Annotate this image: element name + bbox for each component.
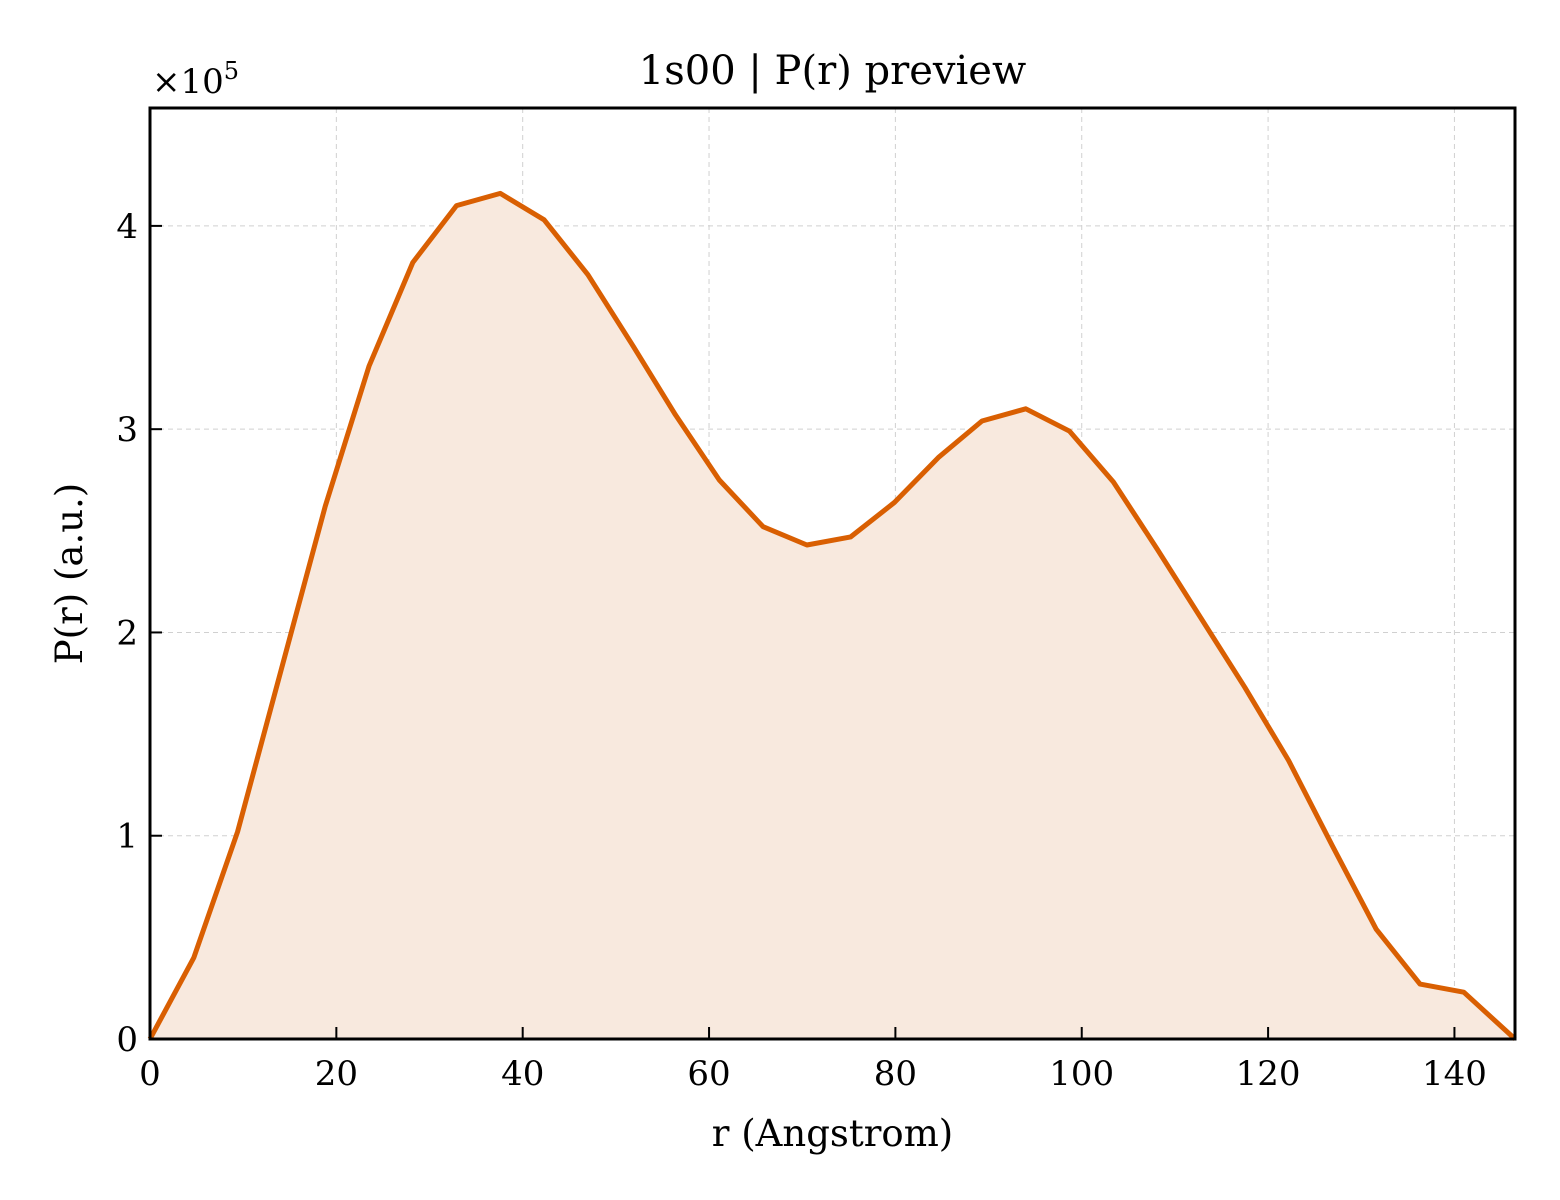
series-area-fill <box>150 193 1515 1039</box>
y-scale-exponent: 5 <box>224 57 239 85</box>
y-axis-label: P(r) (a.u.) <box>48 483 91 665</box>
x-tick-label: 60 <box>687 1054 730 1094</box>
y-tick-label: 2 <box>116 613 138 653</box>
x-tick-label: 0 <box>139 1054 161 1094</box>
y-tick-label: 1 <box>116 817 138 857</box>
x-tick-label: 140 <box>1422 1054 1487 1094</box>
axes-frame <box>148 106 1517 1041</box>
ticks: 0 20 40 60 80 100 120 140 0 1 2 3 4 <box>116 207 1487 1094</box>
series-line <box>147 190 1517 1041</box>
y-tick-label: 3 <box>116 410 138 450</box>
x-tick-label: 40 <box>501 1054 544 1094</box>
chart-title: 1s00 | P(r) preview <box>639 48 1026 94</box>
y-tick-label: 4 <box>116 207 138 247</box>
x-tick-label: 20 <box>315 1054 358 1094</box>
y-tick-label: 0 <box>116 1020 138 1060</box>
x-tick-label: 80 <box>874 1054 917 1094</box>
x-tick-label: 120 <box>1236 1054 1301 1094</box>
y-scale-factor: ×105 <box>152 57 239 102</box>
x-axis-label: r (Angstrom) <box>712 1112 953 1155</box>
plot-area <box>147 190 1517 1041</box>
y-scale-base: ×10 <box>152 62 224 102</box>
x-tick-label: 100 <box>1049 1054 1114 1094</box>
